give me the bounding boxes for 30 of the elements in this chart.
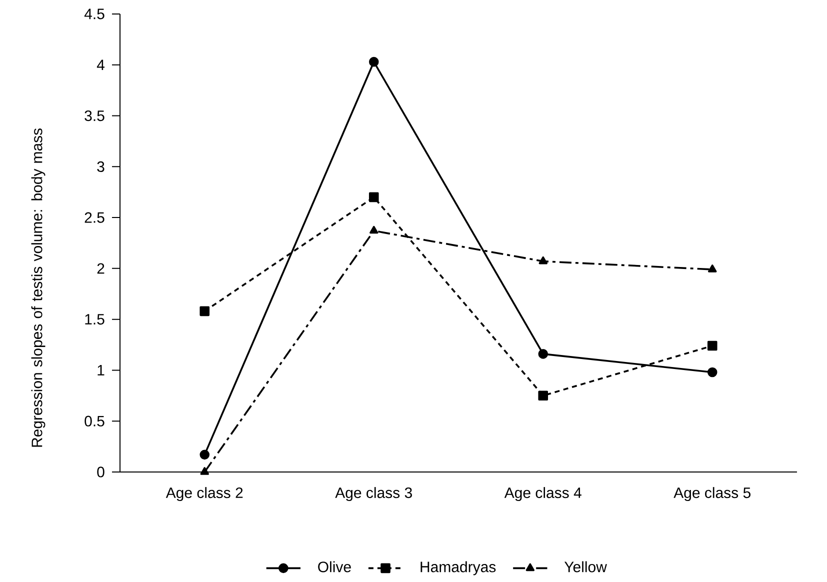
- point: [707, 367, 718, 378]
- x-tick-label: Age class 2: [166, 487, 243, 502]
- y-tick-label: 1: [98, 365, 104, 376]
- point: [200, 467, 209, 475]
- point: [708, 264, 717, 272]
- x-tick-label: Age class 4: [504, 487, 582, 502]
- legend-label: Olive: [318, 561, 351, 572]
- y-tick-label: 3.5: [84, 110, 104, 122]
- point: [200, 450, 210, 460]
- legend-label: Yellow: [564, 561, 607, 572]
- point: [200, 306, 210, 316]
- point: [368, 192, 379, 202]
- x-tick-label: Age class 5: [674, 487, 750, 502]
- y-tick-label: 2: [97, 263, 104, 274]
- point: [538, 256, 548, 264]
- y-tick-label: 3: [97, 161, 104, 172]
- y-tick-label: 4.5: [84, 8, 104, 20]
- y-tick-label: 4: [96, 60, 104, 70]
- legend-label: Hamadryas: [420, 561, 496, 576]
- point: [538, 390, 548, 401]
- point: [538, 349, 548, 359]
- y-axis-title: Regression slopes of testis volume: body mass: [31, 128, 46, 447]
- y-tick-label: 2.5: [84, 212, 104, 223]
- y-tick-label: 1.5: [85, 314, 104, 325]
- x-tick-label: Age class 3: [335, 487, 412, 502]
- point: [707, 340, 718, 351]
- y-tick-label: 0: [97, 466, 104, 478]
- y-tick-label: 0.5: [84, 416, 104, 426]
- point: [368, 56, 379, 67]
- point: [370, 226, 378, 234]
